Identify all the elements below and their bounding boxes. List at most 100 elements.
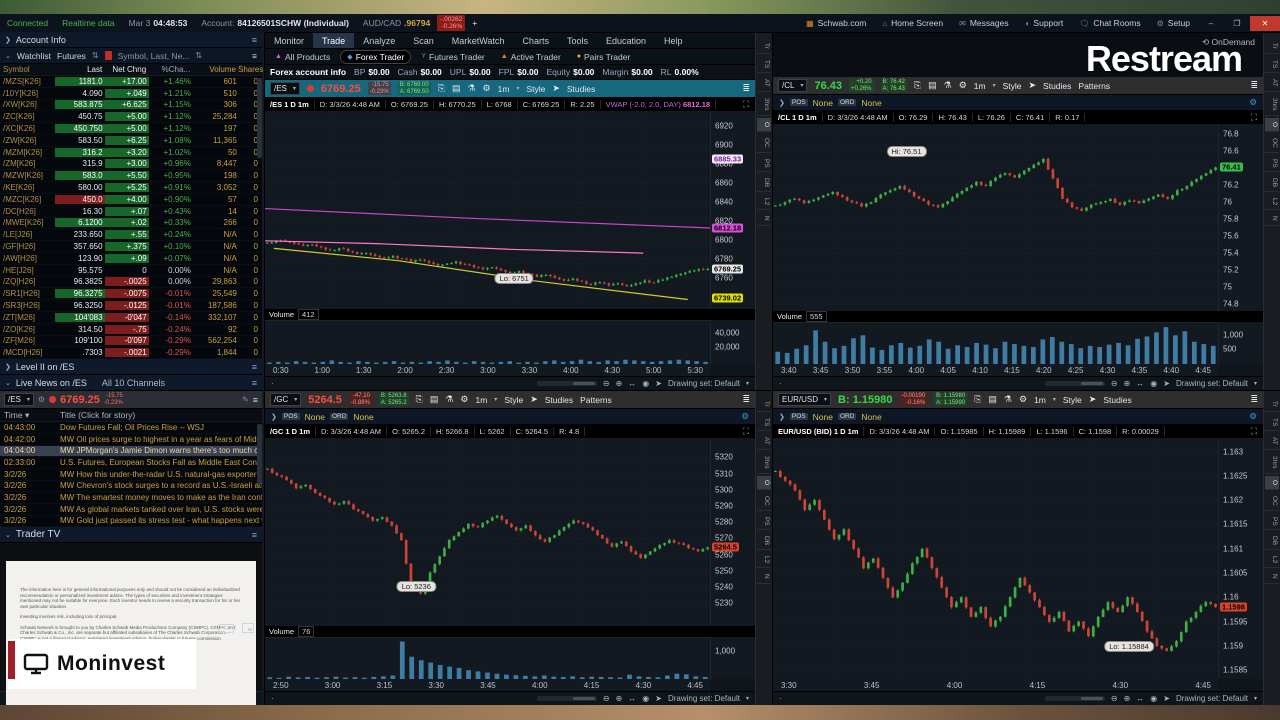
product-tab-futures-trader[interactable]: Y Futures Trader: [415, 51, 490, 63]
menu-icon[interactable]: ≡: [251, 361, 257, 372]
drawing-set-label[interactable]: Drawing set: Default: [1175, 379, 1248, 388]
gadget-tab-o[interactable]: O: [1265, 475, 1279, 490]
zoom-in-icon[interactable]: ⊕: [615, 694, 623, 703]
cursor-icon[interactable]: ➤: [552, 83, 560, 93]
volume-plot-es[interactable]: [265, 320, 710, 364]
style-button[interactable]: Style: [504, 394, 524, 405]
gadget-tab-n[interactable]: N: [1265, 570, 1279, 585]
beaker-icon[interactable]: ⚗: [467, 83, 476, 93]
studies-button[interactable]: Studies: [566, 83, 596, 94]
drawing-set-label[interactable]: Drawing set: Default: [667, 694, 740, 703]
gear-icon[interactable]: ⚙: [1249, 411, 1257, 421]
news-row[interactable]: 3/2/26 MW The smartest money moves to mak…: [0, 492, 262, 504]
close-button[interactable]: ✕: [1250, 15, 1280, 31]
news-time-header[interactable]: Time ▾: [4, 409, 30, 420]
volume-plot-cl[interactable]: [773, 322, 1218, 364]
pan-icon[interactable]: ↔: [1136, 694, 1145, 703]
watchlist-col-header[interactable]: Shares: [238, 65, 264, 74]
watchlist-col-header[interactable]: Symbol: [3, 65, 30, 74]
watchlist-columns-note[interactable]: Symbol, Last, Ne...: [117, 50, 190, 61]
crosshair-icon[interactable]: ◉: [642, 694, 650, 703]
gadget-tab-at[interactable]: AT: [757, 75, 771, 93]
gadget-tab-n[interactable]: N: [757, 570, 771, 585]
zoom-in-icon[interactable]: ⊕: [1123, 379, 1131, 388]
style-button[interactable]: Style: [526, 83, 546, 94]
gadget-tab-ps[interactable]: PS: [757, 513, 771, 531]
gadget-tab-at[interactable]: AT: [1265, 433, 1279, 451]
crosshair-icon[interactable]: ◉: [1150, 379, 1158, 388]
price-axis-eu[interactable]: 1.163 1.1625 1.162 1.1615 1.161 1.1605 1.16 1.1…: [1218, 438, 1263, 679]
news-channels-tab[interactable]: All 10 Channels: [101, 377, 165, 388]
zoom-out-icon[interactable]: ⊖: [1110, 379, 1118, 388]
gear-icon[interactable]: ⚙: [460, 394, 469, 404]
menu-item-marketwatch[interactable]: MarketWatch: [451, 35, 505, 46]
news-symbol-dropdown[interactable]: /ES ▾: [4, 393, 34, 407]
chart-plot-gc[interactable]: Lo: 5236: [265, 438, 710, 626]
scrollbar[interactable]: [536, 381, 597, 386]
minimize-button[interactable]: –: [1208, 18, 1214, 28]
gadget-tab-db[interactable]: DB: [757, 532, 771, 551]
product-tab-all-products[interactable]: ▲ All Products: [269, 51, 336, 63]
cursor-icon[interactable]: ➤: [655, 379, 662, 388]
ondemand-button[interactable]: ⟲ OnDemand: [1202, 37, 1255, 47]
watchlist-preset-dropdown[interactable]: Futures: [57, 50, 86, 61]
gadget-tab-o[interactable]: O: [757, 475, 771, 490]
time-axis-eu[interactable]: 3:30 3:45 4:00 4:15 4:30 4:45: [773, 679, 1219, 691]
menu-item-help[interactable]: Help: [664, 35, 683, 46]
gadget-tab-oc[interactable]: OC: [1265, 134, 1279, 153]
gadget-tab-ts[interactable]: TS: [1265, 56, 1279, 74]
watchlist-row[interactable]: /DC[H26] 16.30 +.07 +0.43% 14 0: [0, 206, 262, 218]
cursor-icon[interactable]: ➤: [655, 694, 662, 703]
scrollbar[interactable]: [1044, 696, 1105, 701]
gadget-tab-db[interactable]: DB: [757, 174, 771, 193]
watchlist-row[interactable]: /SR3[H26] 96.3250 -.0125 -0.01% 187,586 0: [0, 300, 262, 312]
menu-icon[interactable]: ≣: [1250, 394, 1258, 404]
watchlist-col-header[interactable]: Last: [87, 65, 103, 74]
chart-plot-eu[interactable]: Lo: 1.15884: [773, 438, 1218, 679]
watchlist-row[interactable]: /ZW[K26] 583.50 +6.25 +1.08% 11,365 0: [0, 135, 262, 147]
gadget-tab-db[interactable]: DB: [1265, 174, 1279, 193]
timeframe-button[interactable]: 1m: [1034, 394, 1046, 405]
watchlist-row[interactable]: /HE[J26] 95.575 0 0.00% N/A 0: [0, 265, 262, 277]
gadget-tab-3hrs[interactable]: 3hrs: [1265, 94, 1279, 116]
maximize-icon[interactable]: ⛶: [742, 99, 749, 109]
menu-item-analyze[interactable]: Analyze: [363, 35, 396, 46]
export-icon[interactable]: ⎘: [974, 394, 982, 404]
scrollbar[interactable]: [1044, 381, 1105, 386]
news-row[interactable]: 02:33:00 U.S. Futures, European Stocks Fa…: [0, 457, 262, 469]
menu-item-scan[interactable]: Scan: [413, 35, 434, 46]
product-tab-pairs-trader[interactable]: ● Pairs Trader: [571, 51, 637, 63]
gadget-tab-n[interactable]: N: [1265, 212, 1279, 227]
gadget-tab-at[interactable]: AT: [757, 433, 771, 451]
style-button[interactable]: Style: [1002, 80, 1022, 91]
notes-icon[interactable]: ▤: [928, 80, 937, 90]
trader-tv-header[interactable]: ⌄ Trader TV ≡: [0, 527, 262, 544]
gadget-tab-tr[interactable]: Tr: [1265, 39, 1279, 54]
pencil-icon[interactable]: ✎: [242, 395, 249, 405]
titlebar-item-schwab-com[interactable]: ▦ Schwab.com: [806, 18, 866, 28]
news-row[interactable]: 04:04:00 MW JPMorgan's Jamie Dimon warns …: [0, 445, 262, 458]
gadget-tab-ps[interactable]: PS: [757, 155, 771, 173]
news-row[interactable]: 04:43:00 Dow Futures Fall; Oil Prices Ris…: [0, 422, 262, 434]
scrollbar[interactable]: [536, 696, 597, 701]
account-info-header[interactable]: ❯ Account Info ≡: [0, 32, 262, 48]
cursor-icon[interactable]: ➤: [530, 394, 538, 404]
watchlist-row[interactable]: /ZM[K26] 315.9 +3.00 +0.96% 8,447 0: [0, 159, 262, 171]
chevron-right-icon[interactable]: ❯: [779, 99, 785, 107]
gadget-tab-l2[interactable]: L2: [1265, 194, 1279, 211]
sort-icon[interactable]: ⇅: [91, 51, 99, 60]
level2-header[interactable]: ❯ Level II on /ES ≡: [0, 359, 262, 376]
gadget-tab-oc[interactable]: OC: [757, 134, 771, 153]
menu-icon[interactable]: ≡: [251, 377, 257, 388]
drawing-set-label[interactable]: Drawing set: Default: [1175, 694, 1248, 703]
patterns-button[interactable]: Patterns: [1078, 80, 1111, 91]
cursor-icon[interactable]: ➤: [1088, 394, 1097, 404]
chevron-right-icon[interactable]: ❯: [779, 413, 785, 421]
pan-icon[interactable]: ↔: [628, 379, 637, 388]
watchlist-scrollbar[interactable]: [257, 78, 262, 158]
watchlist-row[interactable]: /ZF[M26] 109'100 -0'097 -0.29% 562,254 0: [0, 336, 262, 348]
price-axis-es[interactable]: 6920 6900 6880 6860 6840 6820 6800 6780 6760 6885…: [710, 111, 755, 309]
price-axis-cl[interactable]: 76.876.676.476.27675.875.675.475.27574.8…: [1218, 124, 1263, 311]
gadget-tab-l2[interactable]: L2: [757, 194, 771, 211]
maximize-icon[interactable]: ⛶: [742, 426, 749, 436]
